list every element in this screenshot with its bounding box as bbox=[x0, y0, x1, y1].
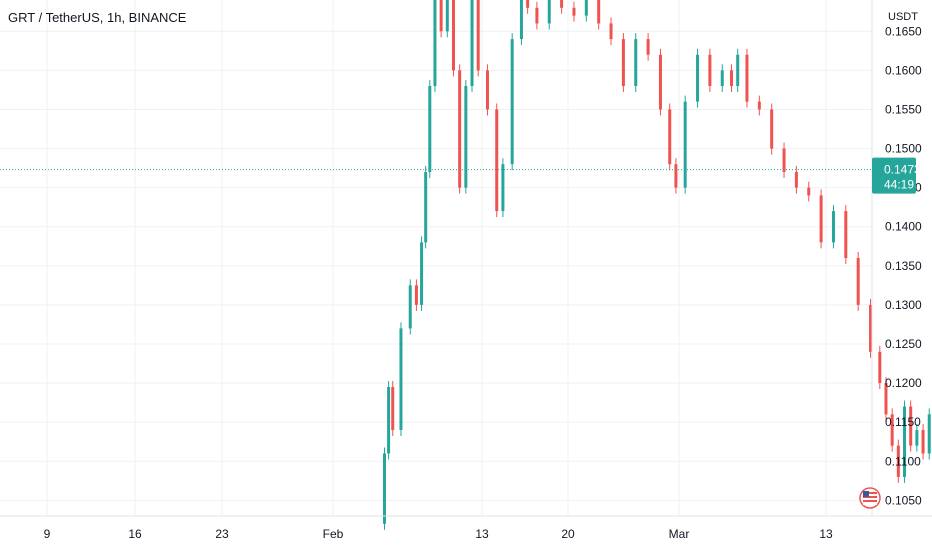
symbol-title: GRT / TetherUS, 1h, BINANCE bbox=[8, 10, 187, 25]
candle-body bbox=[424, 172, 428, 243]
candle-body bbox=[510, 39, 514, 165]
candle-body bbox=[921, 430, 925, 454]
candle-body bbox=[609, 23, 613, 40]
price-tick-label: 0.1300 bbox=[885, 298, 922, 312]
candle-body bbox=[757, 101, 761, 110]
candle-body bbox=[485, 70, 489, 110]
price-tick-label: 0.1250 bbox=[885, 337, 922, 351]
countdown-timer: 44:19 bbox=[884, 178, 914, 192]
candle-body bbox=[720, 70, 724, 86]
candle-body bbox=[708, 54, 712, 86]
candle-body bbox=[526, 0, 530, 8]
candle-body bbox=[831, 211, 835, 243]
candle-body bbox=[646, 39, 650, 55]
price-tick-label: 0.1400 bbox=[885, 220, 922, 234]
candle-body bbox=[696, 54, 700, 102]
candle-body bbox=[458, 70, 462, 188]
date-tick-label: Mar bbox=[669, 527, 690, 541]
candle-body bbox=[519, 0, 523, 40]
us-flag-icon[interactable] bbox=[859, 487, 881, 509]
candle-body bbox=[745, 54, 749, 102]
last-price-badge-bg bbox=[872, 157, 916, 194]
date-tick-label: 20 bbox=[561, 527, 575, 541]
date-tick-label: 23 bbox=[215, 527, 229, 541]
candle-body bbox=[658, 54, 662, 110]
candle-body bbox=[890, 414, 894, 446]
date-tick-label: Feb bbox=[323, 527, 344, 541]
candle-body bbox=[909, 406, 913, 446]
candle-body bbox=[927, 414, 931, 454]
price-tick-label: 0.1100 bbox=[885, 454, 921, 468]
candle-body bbox=[560, 0, 564, 8]
candle-body bbox=[915, 430, 919, 446]
candle-body bbox=[807, 187, 811, 196]
price-tick-label: 0.1350 bbox=[885, 259, 922, 273]
candle-body bbox=[572, 7, 576, 16]
candle-body bbox=[903, 406, 907, 477]
candle-body bbox=[856, 258, 860, 305]
candle-body bbox=[501, 164, 505, 212]
price-tick-label: 0.1500 bbox=[885, 142, 922, 156]
date-tick-label: 16 bbox=[128, 527, 142, 541]
candle-body bbox=[387, 387, 391, 454]
last-price-badge: 0.1473 44:19 bbox=[872, 157, 921, 194]
candle-body bbox=[621, 39, 625, 86]
candle-body bbox=[584, 0, 588, 16]
grid bbox=[0, 0, 872, 516]
candle-body bbox=[495, 109, 499, 212]
candle-body bbox=[414, 285, 418, 305]
price-tick-label: 0.1150 bbox=[885, 415, 921, 429]
candle-body bbox=[470, 0, 474, 87]
candle-body bbox=[439, 0, 443, 32]
candle-body bbox=[794, 172, 798, 188]
candle-body bbox=[547, 0, 551, 24]
price-tick-label: 0.1600 bbox=[885, 63, 922, 77]
candle-body bbox=[668, 109, 672, 165]
candle-body bbox=[674, 164, 678, 188]
candle-body bbox=[884, 383, 888, 415]
candle-body bbox=[896, 445, 900, 477]
candle-body bbox=[730, 70, 734, 86]
candle-body bbox=[736, 54, 740, 86]
candle-body bbox=[451, 0, 455, 71]
price-series bbox=[382, 0, 931, 530]
candle-body bbox=[770, 109, 774, 149]
last-price-value: 0.1473 bbox=[884, 163, 921, 177]
price-tick-label: 0.1050 bbox=[885, 493, 922, 507]
candle-body bbox=[597, 0, 601, 24]
candle-body bbox=[445, 0, 449, 32]
candle-body bbox=[535, 7, 539, 24]
price-tick-label: 0.1650 bbox=[885, 24, 922, 38]
candle-body bbox=[878, 351, 882, 384]
candle-body bbox=[433, 0, 437, 87]
date-tick-label: 13 bbox=[819, 527, 833, 541]
candle-body bbox=[428, 86, 432, 172]
time-axis[interactable]: 9 16 23 Feb 13 20 Mar 13 bbox=[44, 527, 833, 541]
candle-body bbox=[782, 148, 786, 172]
candle-body bbox=[819, 195, 823, 243]
candle-body bbox=[844, 211, 848, 258]
candle-body bbox=[420, 242, 424, 305]
candle-body bbox=[464, 86, 468, 188]
date-tick-label: 9 bbox=[44, 527, 51, 541]
candle-body bbox=[382, 453, 386, 524]
price-tick-label: 0.1550 bbox=[885, 102, 922, 116]
candle-body bbox=[391, 387, 395, 430]
candle-body bbox=[476, 0, 480, 71]
candle-body bbox=[683, 101, 687, 188]
date-tick-label: 13 bbox=[475, 527, 489, 541]
candle-body bbox=[869, 304, 873, 352]
price-axis-currency: USDT bbox=[888, 11, 918, 23]
candle-body bbox=[408, 285, 412, 329]
price-tick-label: 0.1200 bbox=[885, 376, 922, 390]
candle-body bbox=[634, 39, 638, 86]
candle-body bbox=[399, 328, 403, 430]
